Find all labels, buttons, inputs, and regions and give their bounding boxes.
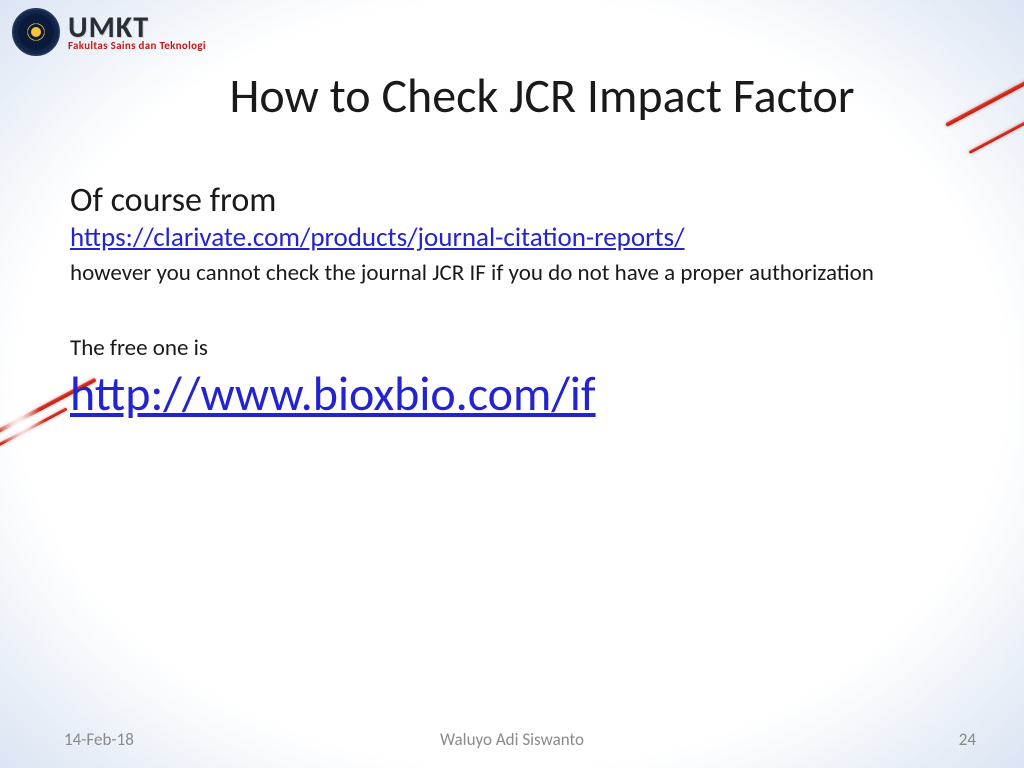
bioxbio-link[interactable]: http://www.bioxbio.com/if xyxy=(70,364,596,423)
slide-body: Of course from https://clarivate.com/pro… xyxy=(70,180,954,423)
slide: UMKT Fakultas Sains dan Teknologi How to… xyxy=(0,0,1024,768)
lead-text: Of course from xyxy=(70,180,954,221)
logo-text: UMKT Fakultas Sains dan Teknologi xyxy=(68,14,206,51)
slide-title: How to Check JCR Impact Factor xyxy=(0,66,1024,125)
logo-main: UMKT xyxy=(68,14,206,41)
university-seal-icon xyxy=(12,8,60,56)
note-text: however you cannot check the journal JCR… xyxy=(70,260,954,288)
footer-author: Waluyo Adi Siswanto xyxy=(0,729,1024,750)
clarivate-link[interactable]: https://clarivate.com/products/journal-c… xyxy=(70,221,685,254)
logo-sub: Fakultas Sains dan Teknologi xyxy=(68,41,206,51)
logo: UMKT Fakultas Sains dan Teknologi xyxy=(12,8,206,56)
accent-stroke xyxy=(0,407,68,475)
lead2-text: The free one is xyxy=(70,334,954,362)
footer: 14-Feb-18 Waluyo Adi Siswanto 24 xyxy=(0,729,1024,750)
